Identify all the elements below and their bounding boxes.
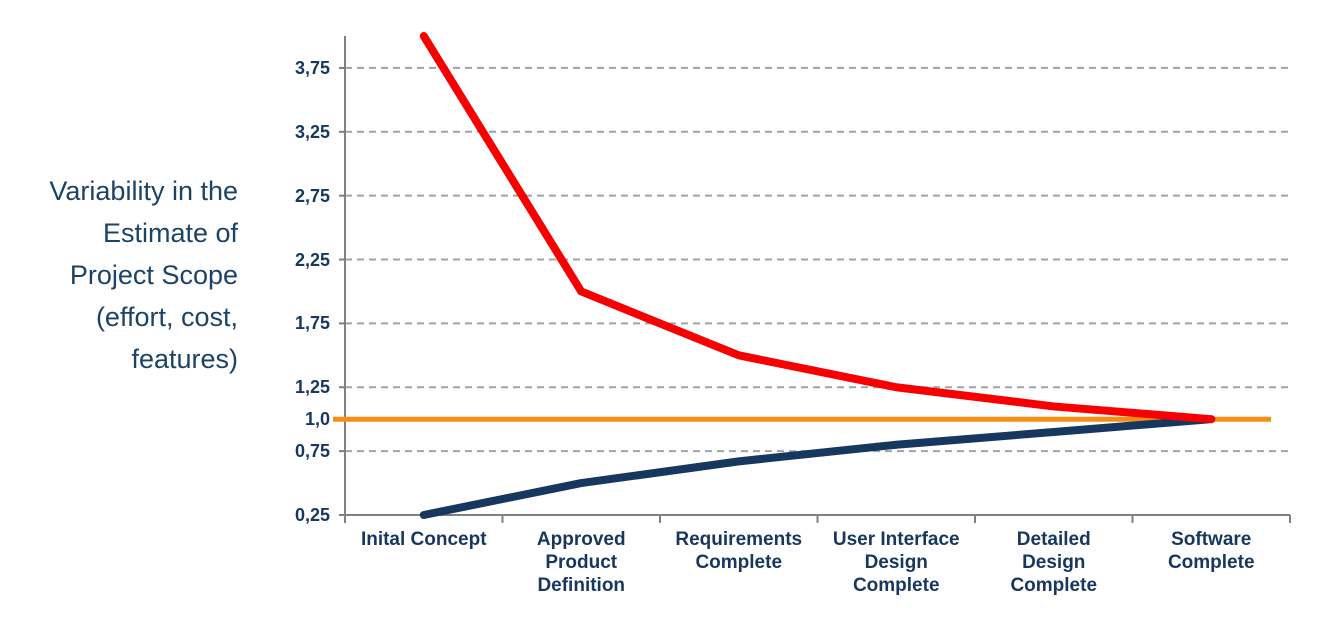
x-category-label: Approved Product Definition	[536, 529, 626, 596]
y-tick-label: 1,75	[294, 313, 330, 334]
y-tick-label: 3,75	[294, 57, 330, 78]
y-tick-label: 0,75	[294, 441, 330, 462]
x-category-label: Detailed Design Complete	[1010, 529, 1098, 596]
y-tick-label: 1,25	[294, 377, 330, 398]
y-tick-label: 1,0	[304, 409, 330, 430]
y-tick-label: 0,25	[294, 505, 330, 525]
lower-bound-estimate-line	[419, 415, 1216, 519]
y-tick-label: 2,75	[294, 185, 330, 206]
y-axis-title-line: Variability in the	[49, 176, 238, 206]
x-category-label: Software Complete	[1167, 529, 1255, 573]
x-category-label: Inital Concept	[360, 529, 487, 550]
y-tick-label: 2,25	[294, 249, 330, 270]
y-axis-title-line: Estimate of	[102, 218, 238, 248]
upper-bound-estimate-line	[419, 32, 1216, 424]
y-axis-title-line: features)	[131, 344, 238, 374]
x-category-label: User Interface Design Complete	[832, 529, 960, 596]
y-axis-title: Variability in the Estimate of Project S…	[6, 170, 238, 380]
x-category-label: Requirements Complete	[675, 529, 803, 573]
y-axis-title-line: (effort, cost,	[95, 302, 238, 332]
y-axis-title-line: Project Scope	[69, 260, 238, 290]
y-tick-label: 3,25	[294, 121, 330, 142]
